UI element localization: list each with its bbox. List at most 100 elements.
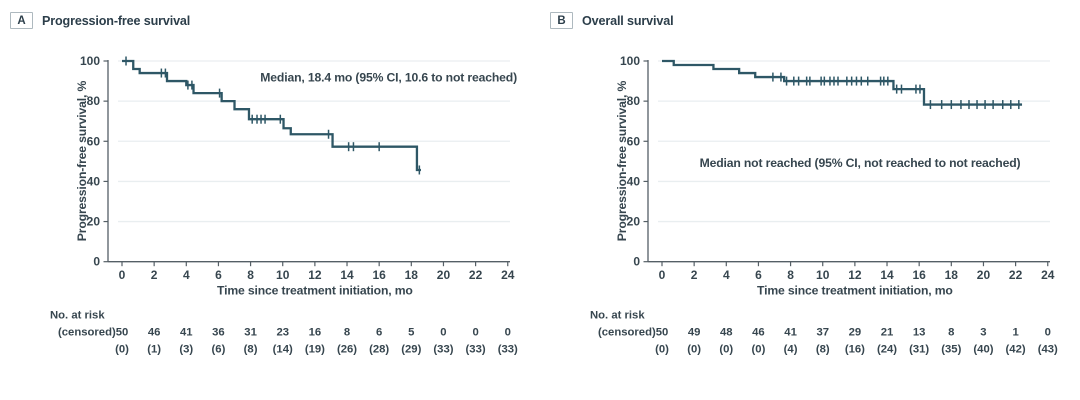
at-risk-value: 50: [116, 327, 129, 339]
x-tick-label: 22: [469, 268, 483, 282]
x-tick-label: 20: [437, 268, 451, 282]
censor-marks: [125, 56, 421, 175]
risk-table-censored-label: (censored): [58, 327, 116, 339]
censored-value: (14): [273, 344, 293, 356]
x-tick-label: 24: [1041, 268, 1055, 282]
at-risk-value: 13: [913, 327, 926, 339]
censored-value: (19): [305, 344, 325, 356]
x-axis-ticks: 0 2 4 6 8 10 12 14 16 18 20 22 24: [119, 261, 515, 282]
x-tick-label: 10: [276, 268, 290, 282]
gridlines: [658, 60, 1050, 223]
x-tick-label: 10: [816, 268, 830, 282]
censored-value: (43): [1038, 344, 1058, 356]
x-tick-label: 2: [151, 268, 158, 282]
at-risk-value: 0: [472, 327, 478, 339]
y-axis-label: Progression-free survival, %: [615, 80, 629, 241]
censored-value: (42): [1006, 344, 1026, 356]
at-risk-value: 48: [720, 327, 733, 339]
censored-value: (8): [816, 344, 830, 356]
panel-b: B Overall survival 0 20 40 60 80 100 0 2 4 6 8 10 12…: [540, 0, 1080, 400]
at-risk-value: 37: [816, 327, 829, 339]
risk-table-censored-label: (censored): [598, 327, 656, 339]
y-tick-label: 40: [627, 174, 641, 188]
risk-table: No. at risk(censored) 50(0)46(1)41(3)36(6…: [50, 310, 518, 356]
censored-value: (1): [147, 344, 161, 356]
censored-value: (35): [941, 344, 961, 356]
x-tick-label: 14: [340, 268, 354, 282]
censored-value: (16): [845, 344, 865, 356]
x-tick-label: 6: [755, 268, 762, 282]
x-axis-label: Time since treatment initiation, mo: [217, 284, 413, 298]
at-risk-value: 8: [948, 327, 954, 339]
censored-value: (0): [687, 344, 701, 356]
x-tick-label: 12: [308, 268, 322, 282]
median-annotation: Median not reached (95% CI, not reached …: [700, 156, 1021, 170]
at-risk-value: 46: [148, 327, 161, 339]
y-tick-label: 40: [87, 174, 101, 188]
censor-marks: [772, 72, 1020, 110]
censored-value: (31): [909, 344, 929, 356]
censored-value: (8): [244, 344, 258, 356]
panel-b-letter-badge: B: [550, 12, 573, 29]
y-tick-label: 0: [633, 255, 640, 269]
at-risk-value: 0: [1045, 327, 1051, 339]
at-risk-value: 5: [408, 327, 414, 339]
censored-value: (6): [212, 344, 226, 356]
censored-value: (0): [115, 344, 129, 356]
y-tick-label: 0: [93, 255, 100, 269]
x-tick-label: 16: [372, 268, 386, 282]
at-risk-value: 3: [980, 327, 986, 339]
censored-value: (28): [369, 344, 389, 356]
risk-table: No. at risk (censored) 50 (0) 49 (0) 48 (0) 46 (0…: [590, 310, 1058, 356]
km-curve: [662, 59, 1023, 106]
censored-value: (26): [337, 344, 357, 356]
y-tick-label: 60: [87, 134, 101, 148]
panel-a-letter-badge: A: [10, 12, 33, 29]
censored-value: (24): [877, 344, 897, 356]
panel-b-title: Overall survival: [582, 13, 674, 28]
y-tick-label: 80: [87, 94, 101, 108]
at-risk-value: 0: [505, 327, 511, 339]
at-risk-value: 31: [244, 327, 257, 339]
risk-table-label: No. at risk: [50, 310, 105, 322]
x-tick-label: 8: [247, 268, 254, 282]
x-tick-label: 14: [880, 268, 894, 282]
censored-value: (33): [498, 344, 518, 356]
censored-value: (3): [179, 344, 193, 356]
x-tick-label: 0: [119, 268, 126, 282]
km-curve: [122, 59, 421, 172]
censored-value: (0): [719, 344, 733, 356]
at-risk-value: 23: [276, 327, 289, 339]
at-risk-value: 41: [784, 327, 797, 339]
x-tick-label: 0: [659, 268, 666, 282]
x-tick-label: 4: [183, 268, 190, 282]
panel-a-title: Progression-free survival: [42, 13, 191, 28]
at-risk-value: 49: [688, 327, 701, 339]
censored-value: (0): [752, 344, 766, 356]
x-axis-ticks: 0 2 4 6 8 10 12 14 16 18 20 22 24: [659, 261, 1055, 282]
censored-value: (33): [466, 344, 486, 356]
at-risk-value: 50: [656, 327, 669, 339]
x-tick-label: 20: [977, 268, 991, 282]
x-tick-label: 22: [1009, 268, 1023, 282]
y-axis-ticks: 0 20 40 60 80 100: [620, 54, 648, 269]
censored-value: (0): [655, 344, 669, 356]
censored-value: (33): [433, 344, 453, 356]
y-tick-label: 80: [627, 94, 641, 108]
x-tick-label: 4: [723, 268, 730, 282]
at-risk-value: 16: [309, 327, 322, 339]
x-tick-label: 6: [215, 268, 222, 282]
x-tick-label: 18: [405, 268, 419, 282]
x-axis-label: Time since treatment initiation, mo: [757, 284, 953, 298]
gridlines: [118, 60, 510, 223]
at-risk-value: 21: [881, 327, 894, 339]
at-risk-value: 8: [344, 327, 350, 339]
y-tick-label: 100: [620, 54, 640, 68]
x-tick-label: 18: [945, 268, 959, 282]
x-tick-label: 16: [912, 268, 926, 282]
x-tick-label: 8: [787, 268, 794, 282]
at-risk-value: 36: [212, 327, 225, 339]
